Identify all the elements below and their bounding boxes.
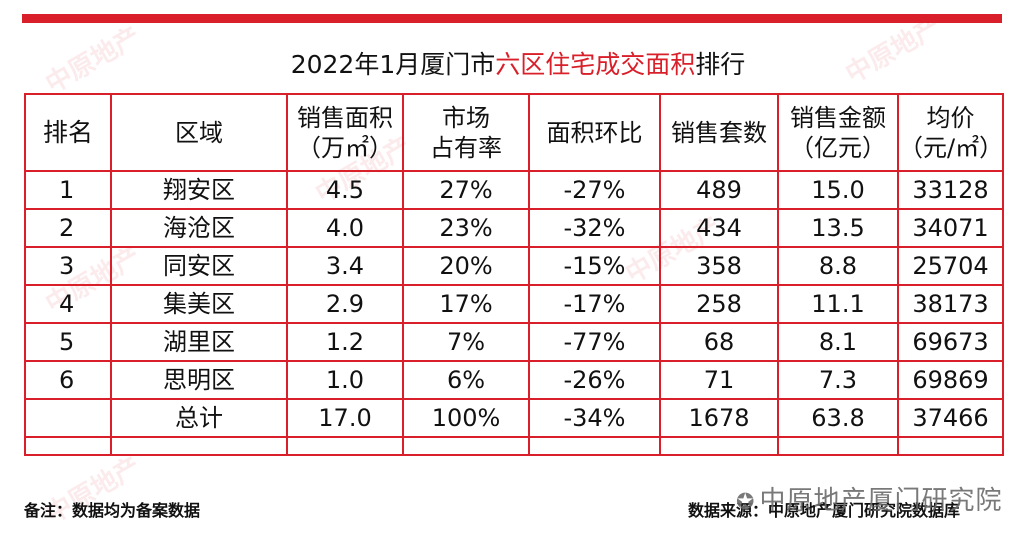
cell-price: 33128 bbox=[897, 170, 1004, 210]
cell-amount: 8.1 bbox=[777, 322, 899, 362]
cell-units: 68 bbox=[659, 322, 779, 362]
cell-share: 7% bbox=[402, 322, 530, 362]
cell-amount: 15.0 bbox=[777, 170, 899, 210]
cell-rank: 1 bbox=[24, 170, 112, 210]
cell-rank: 2 bbox=[24, 208, 112, 248]
cell-price: 38173 bbox=[897, 284, 1004, 324]
cell-area: 3.4 bbox=[286, 246, 404, 286]
table-row: 2 海沧区 4.0 23% -32% 434 13.5 34071 bbox=[24, 208, 1004, 248]
cell-area: 4.0 bbox=[286, 208, 404, 248]
table-title: 2022年1月厦门市六区住宅成交面积排行 bbox=[0, 50, 1036, 80]
cell-amount: 11.1 bbox=[777, 284, 899, 324]
cell-rank: 6 bbox=[24, 360, 112, 400]
title-highlight: 六区住宅成交面积 bbox=[495, 50, 696, 79]
footnote: 备注：数据均为备案数据 bbox=[24, 501, 201, 520]
cell-share: 27% bbox=[402, 170, 530, 210]
cell-share: 100% bbox=[402, 398, 530, 438]
cell-price: 37466 bbox=[897, 398, 1004, 438]
cell-rank: 5 bbox=[24, 322, 112, 362]
cell-change: -26% bbox=[528, 360, 661, 400]
table-row: 6 思明区 1.0 6% -26% 71 7.3 69869 bbox=[24, 360, 1004, 400]
cell-region: 同安区 bbox=[110, 246, 288, 286]
header-change: 面积环比 bbox=[528, 93, 661, 172]
wechat-icon: ✪ bbox=[736, 490, 756, 515]
cell-rank-empty bbox=[24, 398, 112, 438]
cell-change: -77% bbox=[528, 322, 661, 362]
cell-share: 23% bbox=[402, 208, 530, 248]
cell-amount: 63.8 bbox=[777, 398, 899, 438]
cell-share: 20% bbox=[402, 246, 530, 286]
cell-region: 海沧区 bbox=[110, 208, 288, 248]
cell-amount: 8.8 bbox=[777, 246, 899, 286]
header-area: 销售面积 （万㎡） bbox=[286, 93, 404, 172]
cell-change: -32% bbox=[528, 208, 661, 248]
ranking-table: 排名 区域 销售面积 （万㎡） 市场 占有率 面积环比 销售套数 销售金额 （亿元） … bbox=[24, 93, 1004, 456]
cell-units: 258 bbox=[659, 284, 779, 324]
header-share: 市场 占有率 bbox=[402, 93, 530, 172]
cell-price: 25704 bbox=[897, 246, 1004, 286]
cell-price: 69673 bbox=[897, 322, 1004, 362]
cell-region: 集美区 bbox=[110, 284, 288, 324]
cell-rank: 3 bbox=[24, 246, 112, 286]
data-source: 数据来源：中原地产厦门研究院数据库 bbox=[688, 501, 961, 520]
cell-area: 17.0 bbox=[286, 398, 404, 438]
cell-total-label: 总计 bbox=[110, 398, 288, 438]
header-region: 区域 bbox=[110, 93, 288, 172]
header-rank: 排名 bbox=[24, 93, 112, 172]
cell-change: -34% bbox=[528, 398, 661, 438]
cell-price: 34071 bbox=[897, 208, 1004, 248]
cell-units: 71 bbox=[659, 360, 779, 400]
top-red-bar bbox=[22, 14, 1002, 23]
total-row: 总计 17.0 100% -34% 1678 63.8 37466 bbox=[24, 398, 1004, 438]
header-amount: 销售金额 （亿元） bbox=[777, 93, 899, 172]
table-row: 4 集美区 2.9 17% -17% 258 11.1 38173 bbox=[24, 284, 1004, 324]
cell-region: 思明区 bbox=[110, 360, 288, 400]
header-price: 均价 （元/㎡） bbox=[897, 93, 1004, 172]
header-units: 销售套数 bbox=[659, 93, 779, 172]
cell-area: 4.5 bbox=[286, 170, 404, 210]
cell-share: 17% bbox=[402, 284, 530, 324]
cell-units: 358 bbox=[659, 246, 779, 286]
title-suffix: 排行 bbox=[695, 50, 746, 79]
cell-rank: 4 bbox=[24, 284, 112, 324]
wechat-watermark: ✪ 中原地产厦门研究院 bbox=[736, 480, 1002, 517]
cell-change: -15% bbox=[528, 246, 661, 286]
cell-change: -27% bbox=[528, 170, 661, 210]
cell-price: 69869 bbox=[897, 360, 1004, 400]
cell-change: -17% bbox=[528, 284, 661, 324]
wechat-watermark-text: 中原地产厦门研究院 bbox=[759, 486, 1003, 516]
cell-units: 489 bbox=[659, 170, 779, 210]
cell-amount: 7.3 bbox=[777, 360, 899, 400]
cell-area: 1.0 bbox=[286, 360, 404, 400]
cell-share: 6% bbox=[402, 360, 530, 400]
cell-units: 434 bbox=[659, 208, 779, 248]
cell-area: 2.9 bbox=[286, 284, 404, 324]
cell-region: 翔安区 bbox=[110, 170, 288, 210]
cell-amount: 13.5 bbox=[777, 208, 899, 248]
table-row: 3 同安区 3.4 20% -15% 358 8.8 25704 bbox=[24, 246, 1004, 286]
title-prefix: 2022年1月厦门市 bbox=[290, 50, 496, 79]
cell-area: 1.2 bbox=[286, 322, 404, 362]
spacer-row bbox=[24, 436, 1004, 456]
table-row: 5 湖里区 1.2 7% -77% 68 8.1 69673 bbox=[24, 322, 1004, 362]
table-row: 1 翔安区 4.5 27% -27% 489 15.0 33128 bbox=[24, 170, 1004, 210]
cell-units: 1678 bbox=[659, 398, 779, 438]
header-row: 排名 区域 销售面积 （万㎡） 市场 占有率 面积环比 销售套数 销售金额 （亿元） … bbox=[24, 93, 1004, 172]
cell-region: 湖里区 bbox=[110, 322, 288, 362]
